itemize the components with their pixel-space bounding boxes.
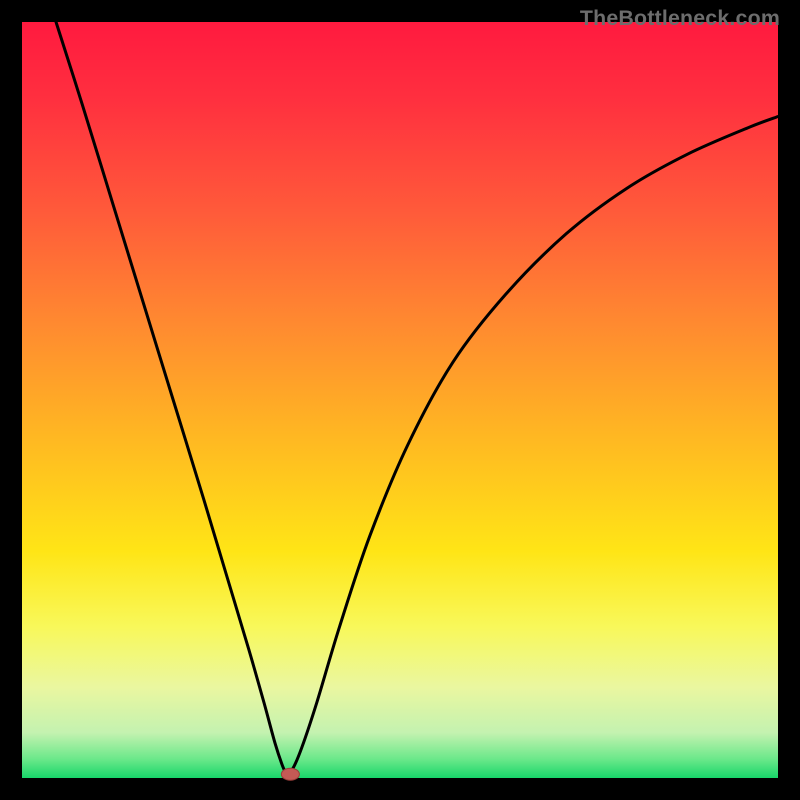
watermark-text: TheBottleneck.com bbox=[580, 6, 780, 31]
chart-background-gradient bbox=[22, 22, 778, 778]
chart-frame: TheBottleneck.com bbox=[0, 0, 800, 800]
bottleneck-curve-chart bbox=[0, 0, 800, 800]
curve-minimum-marker bbox=[281, 768, 299, 780]
